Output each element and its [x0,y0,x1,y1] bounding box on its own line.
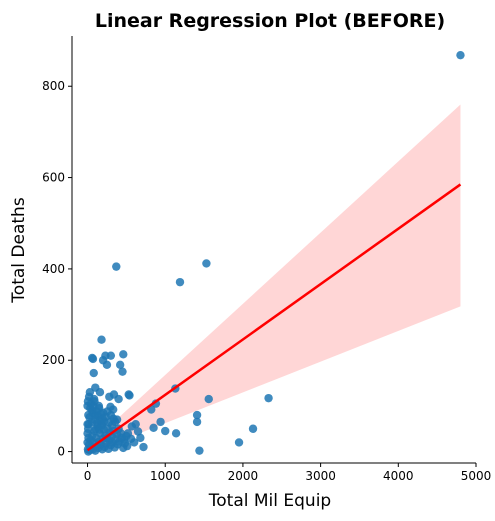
y-tick-label: 600 [42,171,65,185]
data-point [136,433,145,443]
data-point [133,427,143,436]
data-point [204,394,213,404]
data-point [84,433,93,443]
x-tick-label: 4000 [383,469,414,483]
data-point [94,401,104,411]
data-point [171,429,181,438]
data-point [110,417,120,427]
data-point [118,367,127,376]
data-point [95,388,105,397]
x-tick-label: 0 [84,469,92,483]
data-point [264,393,273,403]
x-tick-label: 2000 [228,469,259,483]
x-tick-label: 3000 [305,469,336,483]
data-point [119,350,128,359]
y-tick-label: 0 [57,445,65,459]
data-point [114,394,123,404]
data-point [112,262,121,271]
confidence-band-layer [87,104,461,454]
data-point [129,438,139,447]
y-tick-label: 400 [42,262,65,276]
data-point [192,410,202,420]
data-point [120,439,130,448]
data-point [106,351,116,360]
data-point [83,397,93,406]
y-axis-label: Total Deaths [9,197,29,304]
y-tick-label: 200 [42,353,65,367]
data-point [106,402,115,412]
data-point [149,423,158,433]
data-point [102,360,112,370]
data-point [248,424,258,433]
data-point [115,360,125,370]
data-point [192,417,202,427]
y-tick-label: 800 [42,79,65,93]
x-tick-label: 1000 [150,469,181,483]
chart-title: Linear Regression Plot (BEFORE) [95,10,445,32]
data-point [161,426,170,436]
data-point [139,442,148,452]
data-point [202,259,211,268]
y-ticks: 0 200 400 600 800 [42,79,72,459]
data-points-layer [83,50,465,456]
data-point [456,50,465,60]
regression-line-layer [86,183,462,452]
data-point [83,424,93,433]
data-point [131,419,140,429]
data-point [97,335,106,344]
data-point [195,446,204,455]
data-point [234,438,244,447]
data-point [175,277,185,287]
data-point [89,368,98,378]
data-point [156,417,165,427]
regression-line [86,183,462,452]
x-ticks: 0 1000 2000 3000 4000 5000 [84,463,492,483]
x-tick-label: 5000 [461,469,492,483]
data-point [125,391,134,400]
x-axis-label: Total Mil Equip [208,491,331,511]
data-point [88,354,98,364]
confidence-band [87,104,461,454]
